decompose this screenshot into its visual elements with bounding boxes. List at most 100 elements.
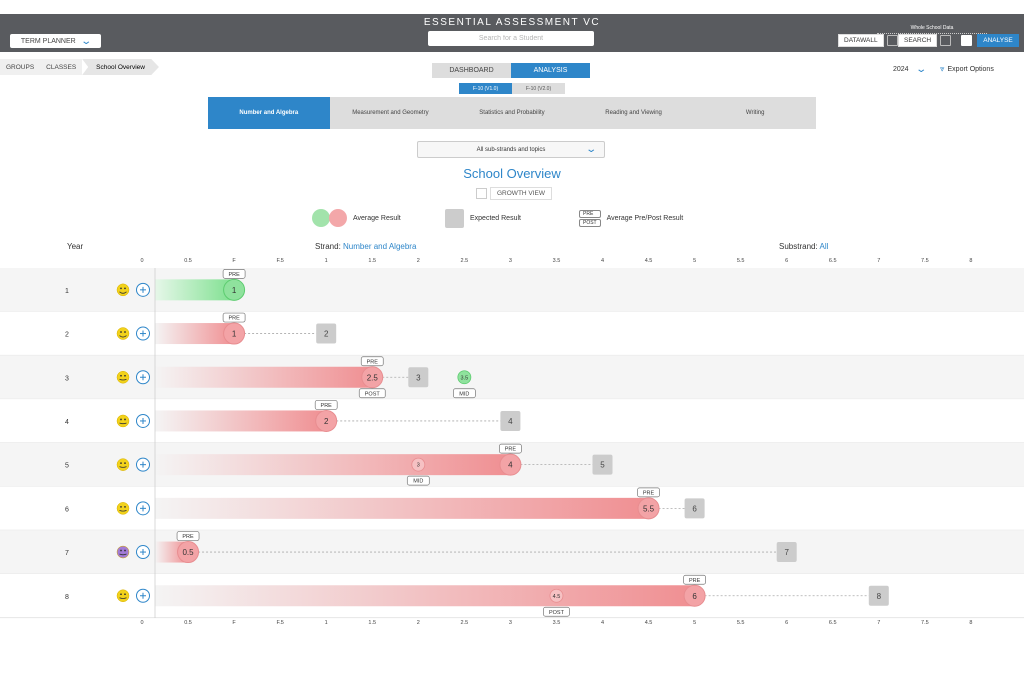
mid-tag-box: [543, 606, 570, 617]
tab-reading-and-viewing[interactable]: Reading and Viewing: [605, 110, 662, 116]
x-axis-top-tick: 3.5: [553, 258, 561, 264]
datawall-toggle[interactable]: [886, 35, 898, 46]
emoji-eye-icon: [124, 287, 126, 290]
x-axis-bottom-tick: 1: [325, 620, 328, 626]
x-axis-top-tick: 2.5: [461, 258, 469, 264]
year-select-value: 2024: [893, 66, 909, 73]
x-axis-top-tick: F.5: [276, 258, 283, 264]
breadcrumb-classes[interactable]: CLASSES: [40, 59, 83, 75]
expand-row-icon[interactable]: [136, 457, 150, 472]
tab-f10-v1[interactable]: F-10 (V1.0): [459, 83, 512, 94]
tab-statistics-and-probability[interactable]: Statistics and Probability: [479, 110, 545, 116]
analyse-checkbox[interactable]: [961, 35, 972, 46]
expand-row-icon[interactable]: [136, 370, 150, 385]
emoji-face-icon: [116, 458, 130, 471]
average-result-marker: [315, 409, 338, 432]
expand-row-icon[interactable]: [136, 588, 150, 603]
tab-number-and-algebra[interactable]: Number and Algebra: [208, 97, 330, 129]
expand-row-icon[interactable]: [136, 501, 150, 516]
breadcrumb-groups[interactable]: GROUPS: [0, 59, 41, 75]
pre-tag-box: [222, 269, 246, 279]
emoji-eye-icon: [120, 593, 122, 596]
x-axis-top-tick: 1: [325, 258, 328, 264]
mid-result-marker: [457, 370, 472, 385]
expand-row-icon[interactable]: [136, 545, 150, 560]
x-axis-top-tick: 7: [877, 258, 880, 264]
search-mode-button[interactable]: SEARCH: [898, 34, 938, 47]
year-select[interactable]: 2024 ⌄: [893, 64, 927, 75]
expand-row-icon[interactable]: [136, 282, 150, 297]
pre-tag-box: [176, 531, 200, 541]
x-axis-top-tick: 4: [601, 258, 604, 264]
mid-tag: POST: [549, 610, 565, 616]
datawall-button[interactable]: DATAWALL: [838, 34, 884, 47]
legend-average: Average Result: [312, 207, 401, 229]
datawall-label: DATAWALL: [844, 37, 878, 44]
expected-result-box: [316, 323, 337, 344]
average-result-label: 2: [324, 417, 329, 426]
legend-expected-label: Expected Result: [470, 214, 521, 222]
tab-analysis[interactable]: ANALYSIS: [511, 63, 590, 78]
growth-view-checkbox[interactable]: [476, 188, 487, 199]
pre-tag: PRE: [228, 316, 240, 322]
x-axis-bottom-tick: 0.5: [184, 620, 192, 626]
x-axis-top-tick: 6: [785, 258, 788, 264]
year-label: 2: [65, 332, 69, 339]
legend-pre-post: PRE POST Average Pre/Post Result: [579, 207, 683, 229]
post-tag-box: [358, 388, 386, 399]
x-axis-bottom-tick: 2: [417, 620, 420, 626]
expand-row-icon[interactable]: [136, 326, 150, 341]
emoji-eye-icon: [124, 462, 126, 465]
average-result-marker: [177, 541, 200, 564]
emoji-face-icon: [116, 502, 130, 515]
year-label: 4: [65, 419, 69, 426]
tab-measurement-and-geometry[interactable]: Measurement and Geometry: [352, 110, 429, 116]
expected-result-label: 7: [784, 548, 789, 557]
growth-view-label: GROWTH VIEW: [490, 187, 553, 200]
mid-tag: MID: [459, 391, 469, 397]
term-planner-button[interactable]: TERM PLANNER ⌄: [10, 34, 101, 48]
expand-row-icon[interactable]: [136, 413, 150, 428]
search-mode-label: SEARCH: [904, 37, 932, 44]
search-toggle[interactable]: [940, 35, 952, 46]
table-row: [0, 399, 1024, 443]
mid-tag-box: [406, 475, 430, 486]
pre-tag: PRE: [643, 490, 655, 496]
mid-result-label: 3: [417, 463, 420, 469]
substrand-dropdown[interactable]: All sub-strands and topics ⌄: [417, 141, 605, 158]
x-axis-bottom-tick: 4: [601, 620, 604, 626]
expected-result-label: 2: [324, 330, 329, 339]
x-axis-bottom-tick: 8: [969, 620, 972, 626]
export-options-button[interactable]: ⩔ Export Options: [940, 64, 994, 74]
x-axis-bottom-tick: 1.5: [368, 620, 376, 626]
year-label: 8: [65, 594, 69, 601]
emoji-face-icon: [116, 283, 130, 297]
expected-result-box: [684, 498, 705, 519]
emoji-mouth-icon: [119, 422, 127, 425]
expected-result-label: 5: [600, 461, 605, 470]
table-row: [0, 311, 1024, 356]
emoji-mouth-icon: [119, 509, 127, 512]
x-axis-bottom-tick: F.5: [276, 620, 283, 626]
emoji-eye-icon: [124, 593, 126, 596]
emoji-eye-icon: [120, 462, 122, 465]
expected-result-label: 4: [508, 417, 513, 426]
average-result-marker: [683, 584, 706, 607]
x-axis-bottom-tick: F: [232, 620, 236, 626]
view-tabs: DASHBOARD ANALYSIS: [432, 63, 590, 78]
x-axis-top-tick: F: [232, 258, 236, 264]
average-result-marker: [637, 497, 660, 520]
tab-writing[interactable]: Writing: [745, 110, 765, 116]
strand-tabs: Number and Algebra Measurement and Geome…: [208, 97, 816, 129]
pre-tag: PRE: [505, 447, 517, 453]
analyse-button[interactable]: ANALYSE: [977, 34, 1019, 47]
double-chevron-down-icon: ⩔: [940, 64, 945, 73]
strand-header-label: Strand:: [315, 242, 341, 251]
student-search-input[interactable]: [428, 31, 594, 46]
tab-dashboard[interactable]: DASHBOARD: [432, 63, 511, 78]
export-options-label: Export Options: [947, 65, 994, 73]
year-label: 6: [65, 506, 69, 513]
tab-f10-v2[interactable]: F-10 (V2.0): [512, 83, 565, 94]
year-column-header: Year: [67, 242, 84, 251]
growth-view-toggle[interactable]: GROWTH VIEW: [476, 187, 553, 200]
